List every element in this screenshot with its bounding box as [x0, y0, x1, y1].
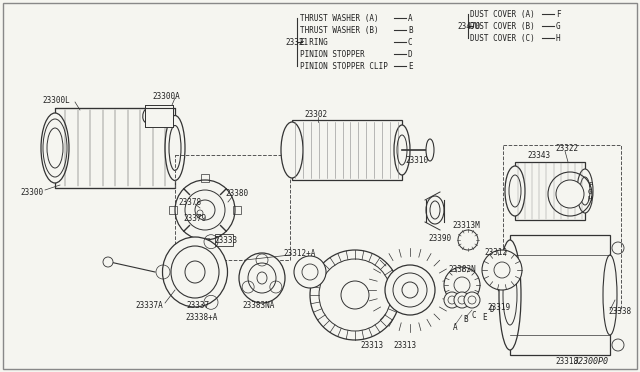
Text: 23383NA: 23383NA: [242, 301, 275, 310]
Text: 23310: 23310: [405, 155, 428, 164]
Ellipse shape: [185, 261, 205, 283]
Text: 23313: 23313: [360, 341, 383, 350]
Text: 23338: 23338: [608, 308, 631, 317]
Text: 23300L: 23300L: [42, 96, 70, 105]
Ellipse shape: [464, 292, 480, 308]
Ellipse shape: [426, 196, 444, 224]
Text: PINION STOPPER: PINION STOPPER: [300, 49, 365, 58]
Bar: [510, 235, 610, 355]
Ellipse shape: [239, 253, 285, 303]
Circle shape: [341, 281, 369, 309]
Ellipse shape: [394, 125, 410, 175]
Bar: [233, 206, 241, 214]
Text: 23390: 23390: [428, 234, 451, 243]
Text: 23470: 23470: [457, 22, 480, 31]
Text: 23318: 23318: [555, 357, 578, 366]
Text: D: D: [490, 305, 495, 314]
Text: 23333: 23333: [214, 235, 237, 244]
Bar: [55, 108, 175, 188]
Circle shape: [310, 250, 400, 340]
Text: 23383N: 23383N: [448, 266, 476, 275]
Text: 23300: 23300: [20, 187, 43, 196]
Text: DUST COVER (C): DUST COVER (C): [470, 33, 535, 42]
Ellipse shape: [171, 246, 219, 298]
Ellipse shape: [143, 106, 157, 124]
Ellipse shape: [185, 190, 225, 230]
Text: DUST COVER (A): DUST COVER (A): [470, 10, 535, 19]
Text: B: B: [408, 26, 413, 35]
Bar: [201, 174, 209, 182]
Ellipse shape: [577, 169, 593, 213]
Text: C: C: [472, 311, 477, 320]
Text: 23378: 23378: [178, 198, 201, 206]
Text: E RING: E RING: [300, 38, 328, 46]
Circle shape: [444, 267, 480, 303]
Text: THRUST WASHER (A): THRUST WASHER (A): [300, 13, 379, 22]
Circle shape: [294, 256, 326, 288]
Ellipse shape: [454, 292, 470, 308]
Text: 23300A: 23300A: [152, 92, 180, 100]
Text: DUST COVER (B): DUST COVER (B): [470, 22, 535, 31]
Ellipse shape: [165, 115, 185, 180]
Text: 23313M: 23313M: [452, 221, 480, 230]
Bar: [169, 206, 177, 214]
Ellipse shape: [248, 263, 276, 293]
Text: J2300P0: J2300P0: [573, 357, 608, 366]
Text: G: G: [588, 189, 592, 195]
Bar: [292, 120, 402, 180]
Ellipse shape: [281, 122, 303, 178]
Circle shape: [556, 180, 584, 208]
Ellipse shape: [41, 113, 69, 183]
Text: 23343: 23343: [527, 151, 550, 160]
Bar: [145, 105, 173, 127]
Text: 23319: 23319: [487, 302, 510, 311]
Text: 23380: 23380: [225, 189, 248, 198]
Ellipse shape: [175, 180, 235, 240]
Text: PINION STOPPER CLIP: PINION STOPPER CLIP: [300, 61, 388, 71]
Bar: [503, 145, 621, 310]
Text: A: A: [408, 13, 413, 22]
Ellipse shape: [163, 237, 227, 307]
Text: C: C: [408, 38, 413, 46]
Bar: [201, 238, 209, 246]
Bar: [515, 162, 585, 220]
Text: G: G: [556, 22, 561, 31]
Text: 23322: 23322: [555, 144, 578, 153]
Ellipse shape: [499, 240, 521, 350]
Text: E: E: [482, 314, 486, 323]
Ellipse shape: [169, 125, 181, 170]
Circle shape: [484, 258, 512, 286]
Ellipse shape: [47, 128, 63, 168]
Text: H: H: [556, 33, 561, 42]
Circle shape: [103, 257, 113, 267]
Text: F: F: [556, 10, 561, 19]
Text: 23321: 23321: [285, 38, 308, 46]
Text: 23312: 23312: [484, 247, 507, 257]
Text: 23337A: 23337A: [135, 301, 163, 310]
Text: 23337: 23337: [186, 301, 209, 310]
Text: 23338+A: 23338+A: [185, 314, 218, 323]
Text: 23313: 23313: [393, 341, 416, 350]
Circle shape: [458, 230, 478, 250]
Bar: [215, 234, 233, 246]
Bar: [175, 155, 290, 260]
Text: A: A: [453, 324, 458, 333]
Text: THRUST WASHER (B): THRUST WASHER (B): [300, 26, 379, 35]
Text: 23312+A: 23312+A: [283, 248, 316, 257]
Text: 23379: 23379: [183, 214, 206, 222]
Text: E: E: [408, 61, 413, 71]
Ellipse shape: [505, 166, 525, 216]
Circle shape: [482, 250, 522, 290]
Ellipse shape: [444, 292, 460, 308]
Text: B: B: [463, 315, 468, 324]
Ellipse shape: [426, 139, 434, 161]
Text: F: F: [588, 182, 592, 188]
Text: D: D: [408, 49, 413, 58]
Text: 23302: 23302: [304, 109, 327, 119]
Ellipse shape: [385, 265, 435, 315]
Ellipse shape: [603, 255, 617, 335]
Text: H: H: [588, 196, 592, 202]
Ellipse shape: [402, 282, 418, 298]
